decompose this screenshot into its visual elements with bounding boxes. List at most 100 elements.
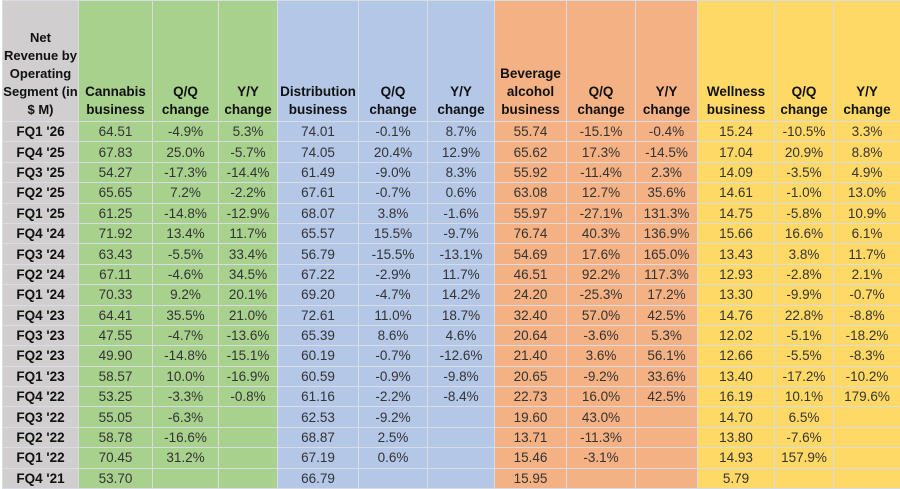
cell-cannabis-yy [219,448,278,468]
cell-distribution-yy: -9.8% [428,366,495,386]
cell-distribution-yy: -12.6% [428,346,495,366]
cell-distribution-yy [428,468,495,488]
cell-wellness-yy: 2.1% [834,264,900,284]
cell-wellness-qq: 6.5% [775,407,834,427]
cell-period: FQ4 '21 [3,468,79,488]
cell-cannabis-qq: -4.9% [153,122,219,142]
cell-cannabis-qq: 35.5% [153,305,219,325]
cell-wellness-qq: -5.8% [775,203,834,223]
cell-wellness-revenue: 12.02 [698,325,775,345]
cell-wellness-yy [834,468,900,488]
cell-period: FQ1 '24 [3,285,79,305]
cell-cannabis-revenue: 53.25 [79,387,153,407]
cell-beverage-yy [636,448,698,468]
cell-cannabis-qq: -3.3% [153,387,219,407]
cell-distribution-yy: 0.6% [428,183,495,203]
cell-beverage-revenue: 55.92 [495,162,567,182]
cell-wellness-yy: -8.8% [834,305,900,325]
cell-beverage-yy: 42.5% [636,305,698,325]
cell-wellness-yy [834,407,900,427]
cell-period: FQ3 '24 [3,244,79,264]
cell-beverage-revenue: 76.74 [495,223,567,243]
cell-wellness-qq: 10.1% [775,387,834,407]
cell-cannabis-yy: 20.1% [219,285,278,305]
cell-period: FQ4 '25 [3,142,79,162]
cell-distribution-qq: -2.2% [359,387,428,407]
cell-distribution-revenue: 67.61 [278,183,359,203]
cell-wellness-revenue: 14.75 [698,203,775,223]
cell-cannabis-qq: -14.8% [153,203,219,223]
cell-period: FQ3 '22 [3,407,79,427]
cell-beverage-revenue: 20.65 [495,366,567,386]
cell-wellness-yy: -10.2% [834,366,900,386]
cell-beverage-yy: 136.9% [636,223,698,243]
cell-wellness-revenue: 5.79 [698,468,775,488]
cell-wellness-revenue: 16.19 [698,387,775,407]
cell-distribution-yy: 12.9% [428,142,495,162]
cell-beverage-qq: 16.0% [567,387,636,407]
cell-cannabis-yy: 21.0% [219,305,278,325]
cell-distribution-qq: -9.2% [359,407,428,427]
header-row: Net Revenue by Operating Segment (in $ M… [3,1,900,122]
cell-distribution-qq: 20.4% [359,142,428,162]
cell-beverage-revenue: 15.95 [495,468,567,488]
cell-cannabis-qq: -6.3% [153,407,219,427]
cell-distribution-yy: 4.6% [428,325,495,345]
cell-cannabis-revenue: 67.83 [79,142,153,162]
cell-distribution-yy: 18.7% [428,305,495,325]
cell-period: FQ2 '23 [3,346,79,366]
cell-distribution-revenue: 61.16 [278,387,359,407]
cell-cannabis-yy: 33.4% [219,244,278,264]
cell-beverage-yy [636,468,698,488]
cell-beverage-yy: 33.6% [636,366,698,386]
cell-distribution-yy [428,407,495,427]
cell-wellness-qq: 16.6% [775,223,834,243]
cell-distribution-qq [359,468,428,488]
cell-cannabis-yy [219,468,278,488]
cell-distribution-qq: 11.0% [359,305,428,325]
cell-cannabis-yy: 5.3% [219,122,278,142]
cell-distribution-qq: 2.5% [359,427,428,447]
cell-cannabis-qq: 9.2% [153,285,219,305]
cell-beverage-qq: 17.6% [567,244,636,264]
cell-cannabis-yy: -5.7% [219,142,278,162]
cell-wellness-qq: 157.9% [775,448,834,468]
cell-wellness-revenue: 17.04 [698,142,775,162]
cell-period: FQ1 '22 [3,448,79,468]
cell-distribution-qq: 0.6% [359,448,428,468]
cell-wellness-yy: 10.9% [834,203,900,223]
column-header-beverage-revenue: Beverage alcohol business [495,1,567,122]
cell-beverage-qq: 3.6% [567,346,636,366]
cell-period: FQ1 '25 [3,203,79,223]
cell-wellness-qq: -5.1% [775,325,834,345]
cell-cannabis-qq: 10.0% [153,366,219,386]
cell-distribution-yy [428,427,495,447]
cell-wellness-revenue: 14.76 [698,305,775,325]
cell-distribution-revenue: 69.20 [278,285,359,305]
cell-cannabis-qq: -5.5% [153,244,219,264]
cell-period: FQ2 '25 [3,183,79,203]
cell-wellness-yy: 13.0% [834,183,900,203]
cell-distribution-yy: -8.4% [428,387,495,407]
cell-beverage-qq: -25.3% [567,285,636,305]
cell-cannabis-yy: -0.8% [219,387,278,407]
cell-wellness-revenue: 14.93 [698,448,775,468]
cell-cannabis-revenue: 67.11 [79,264,153,284]
cell-wellness-qq: -5.5% [775,346,834,366]
cell-period: FQ1 '23 [3,366,79,386]
cell-beverage-revenue: 55.74 [495,122,567,142]
cell-distribution-revenue: 60.59 [278,366,359,386]
column-header-distribution-yy: Y/Y change [428,1,495,122]
cell-cannabis-qq [153,468,219,488]
cell-cannabis-revenue: 58.57 [79,366,153,386]
cell-beverage-qq: -9.2% [567,366,636,386]
